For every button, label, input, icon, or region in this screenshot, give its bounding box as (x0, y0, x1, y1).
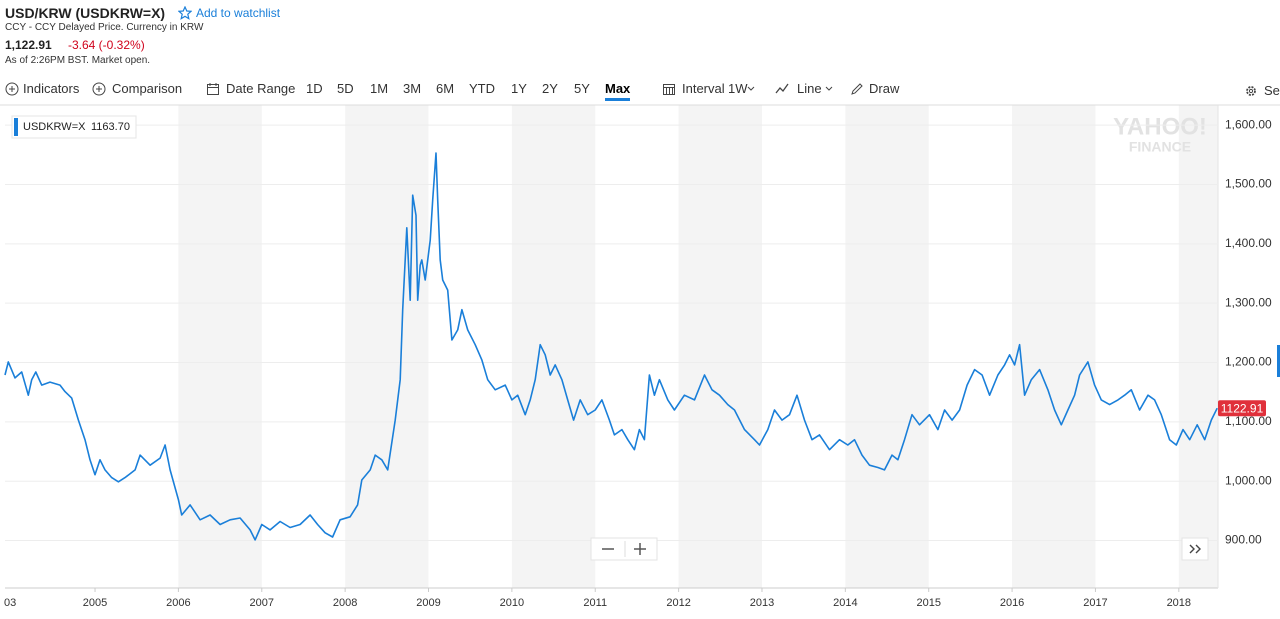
x-tick-label: 2005 (83, 597, 107, 609)
y-tick-label: 1,100.00 (1225, 414, 1272, 428)
y-tick-label: 1,300.00 (1225, 295, 1272, 309)
range-button[interactable]: 5D (337, 81, 354, 96)
legend-name: USDKRW=X (23, 121, 86, 133)
interval-icon[interactable] (662, 82, 676, 96)
x-tick-label: 2006 (166, 597, 190, 609)
price: 1,122.91 (5, 38, 52, 52)
range-button[interactable]: Max (605, 81, 631, 101)
date-range-button[interactable]: Date Range (226, 81, 296, 96)
interval-value[interactable]: 1W (728, 81, 748, 96)
legend-box (11, 115, 137, 139)
range-button[interactable]: 3M (403, 81, 422, 96)
range-button[interactable]: 6M (436, 81, 455, 96)
year-band (1012, 105, 1096, 588)
range-button[interactable]: 2Y (542, 81, 558, 96)
indicators-button[interactable]: Indicators (23, 81, 80, 96)
settings-button[interactable]: Set (1264, 83, 1280, 98)
zoom-control (590, 537, 658, 561)
range-button[interactable]: 5Y (574, 81, 590, 96)
y-tick-label: 1,000.00 (1225, 473, 1272, 487)
star-icon[interactable] (178, 6, 192, 20)
draw-icon[interactable] (850, 82, 864, 96)
interval-label[interactable]: Interval (682, 81, 725, 96)
x-tick-label: 2018 (1167, 597, 1191, 609)
range-button[interactable]: YTD (469, 81, 495, 96)
watchlist-link[interactable]: Add to watchlist (196, 6, 281, 20)
price-change: -3.64 (-0.32%) (68, 38, 145, 52)
range-button[interactable]: 1M (370, 81, 389, 96)
last-price-tag (1218, 400, 1266, 417)
legend-swatch (14, 118, 18, 136)
chevron-icon[interactable] (825, 86, 833, 92)
calendar-icon[interactable] (206, 82, 220, 96)
chevron-icon[interactable] (747, 86, 755, 92)
x-tick-label: 2017 (1083, 597, 1107, 609)
draw-button[interactable]: Draw (869, 81, 900, 96)
range-button[interactable]: 1Y (511, 81, 527, 96)
x-tick-label: 2007 (250, 597, 274, 609)
year-band (345, 105, 429, 588)
settings-icon[interactable] (1244, 84, 1258, 98)
side-tab (1277, 345, 1280, 377)
year-band (678, 105, 762, 588)
year-band (511, 105, 596, 588)
y-tick-label: 1,500.00 (1225, 177, 1272, 191)
y-tick-label: 900.00 (1225, 533, 1262, 547)
x-tick-label: 2014 (833, 597, 857, 609)
title: USD/KRW (USDKRW=X) (5, 5, 166, 21)
watermark: YAHOO! (1113, 113, 1207, 140)
x-tick-label: 2010 (500, 597, 524, 609)
year-band (1178, 105, 1218, 588)
y-tick-label: 1,600.00 (1225, 117, 1272, 131)
x-tick-label: 2013 (750, 597, 774, 609)
x-tick-label: 2015 (916, 597, 940, 609)
year-band (178, 105, 262, 588)
subtitle: CCY - CCY Delayed Price. Currency in KRW (5, 22, 204, 33)
x-tick-label: 2011 (583, 597, 607, 609)
y-tick-label: 1,400.00 (1225, 236, 1272, 250)
as-of: As of 2:26PM BST. Market open. (5, 55, 151, 66)
y-tick-label: 1,200.00 (1225, 355, 1272, 369)
indicators-icon[interactable] (5, 82, 19, 96)
line-button[interactable]: Line (797, 81, 822, 96)
x-tick-label: 2016 (1000, 597, 1024, 609)
price-line (4, 152, 1218, 541)
line-icon[interactable] (775, 82, 791, 96)
scroll-button[interactable] (1181, 537, 1209, 561)
range-button[interactable]: 1D (306, 81, 323, 96)
scroll-icon[interactable] (1189, 544, 1201, 554)
x-tick-label: 2009 (416, 597, 440, 609)
watermark: FINANCE (1129, 139, 1191, 155)
x-tick-label: 2012 (666, 597, 690, 609)
x-edge-label: 03 (4, 597, 16, 609)
year-band (845, 105, 929, 588)
comparison-icon[interactable] (92, 82, 106, 96)
x-tick-label: 2008 (333, 597, 357, 609)
last-price-label: 1122.91 (1221, 401, 1264, 415)
legend-value: 1163.70 (91, 121, 130, 133)
comparison-button[interactable]: Comparison (112, 81, 183, 96)
